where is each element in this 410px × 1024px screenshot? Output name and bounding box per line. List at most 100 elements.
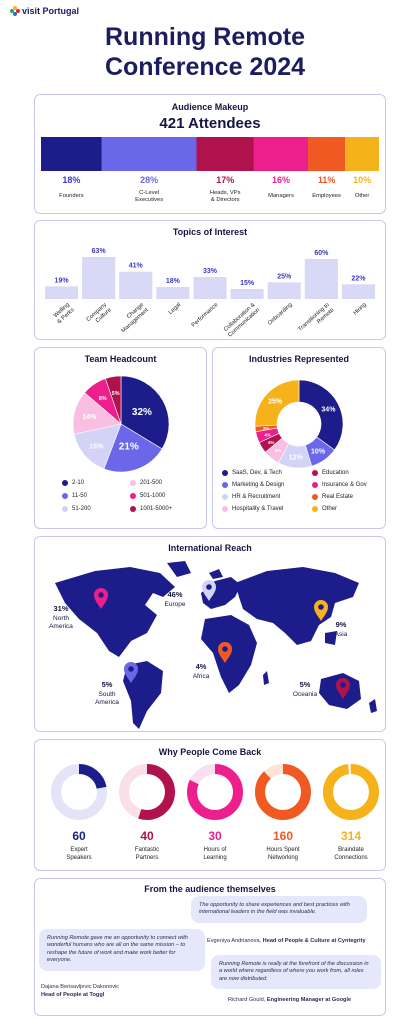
title-line-2: Conference 2024	[104, 53, 306, 81]
region-name-label: South	[99, 691, 116, 698]
team-slice-label: 8%	[99, 396, 107, 402]
topic-category-label: Hiring	[353, 302, 368, 317]
legend-label: Education	[322, 470, 349, 476]
region-value-label: 5%	[102, 680, 113, 689]
comeback-heading: Why People Come Back	[158, 747, 262, 757]
legend-dot-icon	[130, 493, 136, 499]
audience-category-label: Managers	[268, 193, 294, 199]
audience-bar-3	[253, 137, 309, 171]
topic-bar	[82, 257, 116, 299]
pin-body	[124, 662, 138, 683]
team-heading: Team Headcount	[84, 354, 157, 364]
audience-bar-5	[345, 137, 379, 171]
pin-center	[206, 584, 212, 590]
audience-makeup-card: Audience Makeup 421 Attendees 18% Founder…	[34, 94, 386, 214]
audience-value-label: 17%	[216, 175, 234, 185]
topic-category-label: Collaboration &Communication	[223, 302, 261, 339]
topic-bar	[304, 259, 338, 299]
legend-label: 201-500	[140, 480, 163, 486]
ring-progress	[255, 764, 311, 820]
region-value-label: 5%	[300, 680, 311, 689]
ring-category-label: Networking	[268, 855, 298, 861]
quote-3-author: Richard Gould, Engineering Manager at Go…	[228, 997, 351, 1003]
pin-body	[94, 588, 108, 609]
region-name-label: Oceania	[293, 691, 318, 698]
legend-dot-icon	[312, 470, 318, 476]
ring-category-label: Expert	[70, 847, 88, 853]
topic-value-label: 63%	[92, 248, 107, 255]
topic-bar	[267, 282, 301, 299]
industry-legend-item: Education	[312, 470, 349, 476]
ring-category-label: Fantastic	[135, 847, 159, 853]
industry-legend-item: Real Estate	[312, 494, 353, 500]
topic-value-label: 41%	[129, 263, 144, 270]
legend-label: 1001-5000+	[140, 506, 173, 512]
audience-value-label: 28%	[140, 175, 158, 185]
ring-value-label: 30	[208, 829, 222, 843]
audience-heading: Audience Makeup	[171, 102, 249, 112]
legend-dot-icon	[222, 506, 228, 512]
ring-value-label: 314	[341, 829, 361, 843]
audience-category-label: & Directors	[211, 197, 240, 203]
pin-body	[336, 678, 350, 699]
legend-dot-icon	[222, 482, 228, 488]
industry-legend-item: SaaS, Dev, & Tech	[222, 470, 282, 476]
asia-shape	[235, 567, 359, 645]
quote-3: Running Remote is really at the forefron…	[211, 955, 381, 990]
topic-bar	[341, 284, 375, 299]
industry-slice-label: 6%	[275, 448, 282, 453]
quote-2-author-name: Dajana Berisavljevic Dakonovic	[41, 984, 120, 990]
africa-shape	[201, 615, 269, 693]
world-map: 31%NorthAmerica46%Europe9%Asia4%Africa5%…	[49, 561, 377, 729]
team-slice-0	[120, 375, 170, 450]
audience-value-label: 18%	[62, 175, 80, 185]
legend-dot-icon	[130, 480, 136, 486]
legend-label: 11-50	[72, 493, 87, 499]
quotes-heading: From the audience themselves	[144, 884, 276, 894]
team-legend-item: 51-200	[62, 506, 91, 512]
industry-slice-label: 10%	[311, 448, 326, 455]
map-pins	[94, 580, 350, 699]
continents	[55, 561, 377, 729]
visit-portugal-logo: visit Portugal	[10, 6, 79, 16]
region-value-label: 4%	[196, 662, 207, 671]
topic-bar	[45, 286, 79, 299]
legend-dot-icon	[222, 470, 228, 476]
legend-label: Marketing & Design	[232, 482, 285, 488]
ring-progress	[323, 764, 379, 820]
industry-slice-label: 4%	[264, 432, 271, 437]
region-value-label: 9%	[336, 620, 347, 629]
team-legend-item: 11-50	[62, 493, 87, 499]
pin-center	[128, 666, 134, 672]
title-line-1: Running Remote	[105, 23, 305, 51]
location-pin-icon	[314, 600, 328, 621]
location-pin-icon	[124, 662, 138, 683]
team-slice-label: 15%	[89, 443, 104, 450]
audience-bar-4	[308, 137, 346, 171]
legend-dot-icon	[62, 480, 68, 486]
region-name-label: America	[49, 623, 73, 630]
topic-value-label: 15%	[240, 280, 255, 287]
topic-category-label: Onboarding	[267, 302, 294, 327]
quote-1-author-name: Evgeniya Andrianova,	[207, 938, 263, 944]
topic-bar	[193, 277, 227, 299]
quote-1: The opportunity to share experiences and…	[191, 896, 367, 923]
oceania-shape	[319, 673, 377, 713]
pin-center	[340, 682, 346, 688]
legend-label: Other	[322, 506, 338, 512]
quote-1-author-role: Head of People & Culture at Cyntegrity	[262, 938, 366, 944]
page-title: Running Remote Conference 2024	[0, 22, 410, 82]
north-america-shape	[55, 561, 191, 657]
industry-legend-item: Hospitality & Travel	[222, 506, 283, 512]
legend-dot-icon	[312, 494, 318, 500]
ring-progress	[187, 764, 243, 820]
topic-category-label: Welling& Perks	[53, 302, 76, 325]
topic-value-label: 33%	[203, 268, 218, 275]
location-pin-icon	[202, 580, 216, 601]
team-slice-1	[103, 423, 163, 473]
audience-bar-1	[101, 137, 197, 171]
